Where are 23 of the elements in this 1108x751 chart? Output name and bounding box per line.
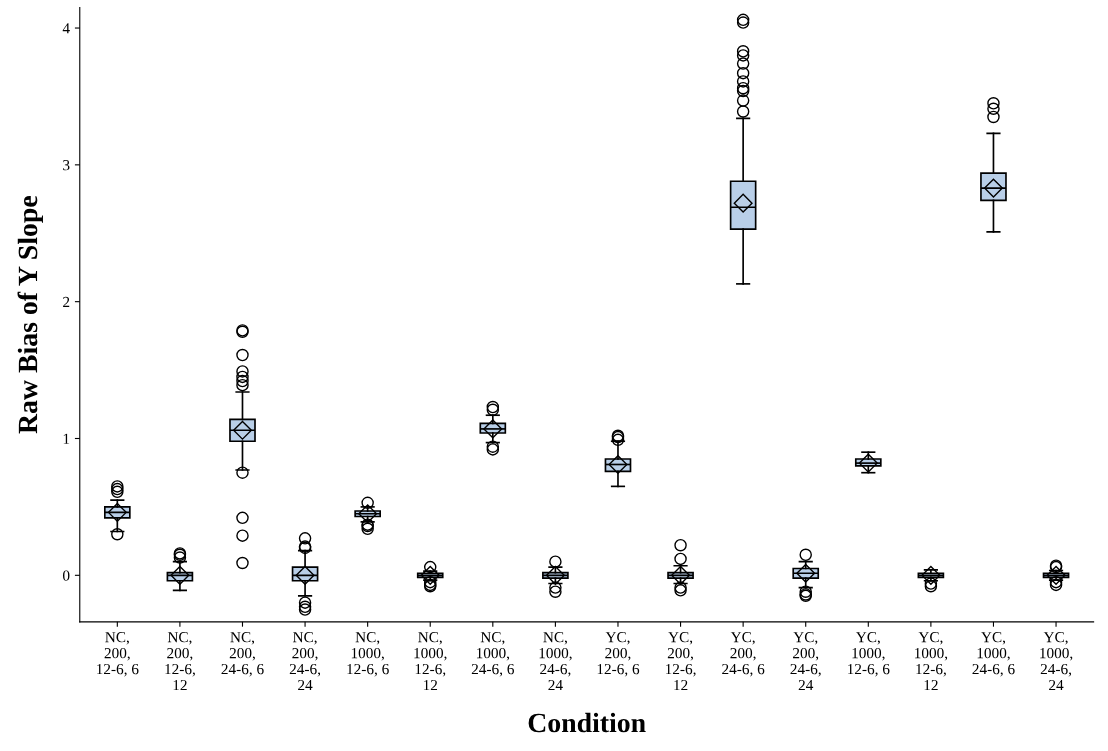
x-tick-label: YC, 1000, 12-6, 12 [915,632,948,691]
y-tick-label: 0 [63,570,70,581]
x-tick-label: NC, 200, 12-6, 6 [97,632,139,677]
x-tick-label: NC, 1000, 12-6, 6 [347,632,389,677]
x-tick-label: YC, 200, 12-6, 6 [597,632,640,677]
x-tick-label: NC, 200, 24-6, 6 [221,632,264,677]
x-tick-label: YC, 200, 24-6, 6 [722,632,765,677]
x-tick-label: NC, 1000, 24-6, 24 [539,632,572,691]
x-tick-label: YC, 1000, 12-6, 6 [848,632,890,677]
x-tick-label: NC, 1000, 24-6, 6 [471,632,514,677]
y-axis-title: Raw Bias of Y Slope [17,196,43,434]
y-tick-label: 3 [63,160,70,171]
x-axis-title: Condition [528,712,646,733]
y-tick-label: 4 [62,23,70,34]
x-tick-label: YC, 1000, 24-6, 24 [1040,632,1073,691]
y-tick-label: 2 [63,296,70,307]
x-tick-label: NC, 1000, 12-6, 12 [414,632,447,691]
x-tick-label: NC, 200, 24-6, 24 [289,632,321,691]
x-tick-label: YC, 200, 24-6, 24 [790,632,821,691]
x-tick-label: NC, 200, 12-6, 12 [165,632,195,691]
x-tick-label: YC, 1000, 24-6, 6 [972,632,1015,677]
x-tick-label: YC, 200, 12-6, 12 [665,632,696,691]
y-tick-label: 1 [63,433,70,444]
